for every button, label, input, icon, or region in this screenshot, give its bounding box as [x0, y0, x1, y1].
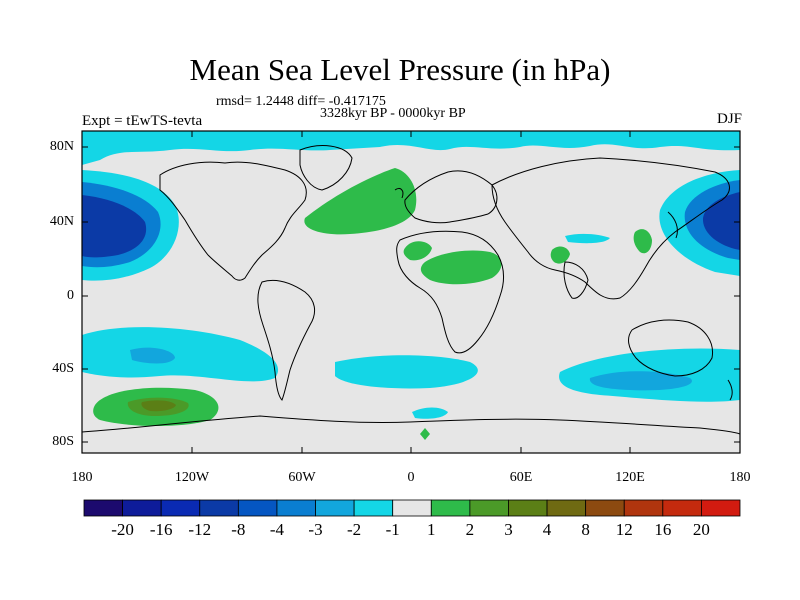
lon-label-120w: 120W — [174, 470, 210, 485]
colorbar-label: -4 — [269, 520, 285, 539]
antarctic-positive-spot — [420, 428, 430, 440]
arctic-negative-anomaly — [82, 131, 740, 165]
japan-coast — [667, 211, 678, 239]
uk-coast — [394, 187, 404, 199]
colorbar-swatch — [469, 499, 509, 517]
colorbar-swatch — [392, 499, 432, 517]
north-atlantic-positive — [304, 168, 417, 235]
colorbar-label: -1 — [385, 520, 400, 539]
colorbar-swatch — [623, 499, 664, 517]
colorbar-swatch — [237, 499, 278, 517]
lat-label-40n: 40N — [49, 214, 74, 229]
south-pacific-positive-center — [141, 400, 176, 412]
lon-label-180-right: 180 — [729, 470, 751, 485]
colorbar-label: 20 — [692, 520, 710, 539]
lon-label-120e: 120E — [615, 470, 645, 485]
colorbar-label: -3 — [308, 520, 323, 539]
colorbar-label: -20 — [111, 520, 134, 539]
greenland-coast — [299, 145, 353, 191]
coastlines — [82, 145, 740, 435]
lon-label-60e: 60E — [509, 470, 533, 485]
india-coast — [563, 261, 589, 299]
colorbar-swatch — [122, 499, 162, 517]
north-america-coast — [159, 161, 307, 281]
south-america-coast — [257, 279, 316, 401]
lat-label-0: 0 — [67, 288, 74, 303]
southern-ocean-band-west-core — [130, 347, 175, 364]
colorbar-label: 1 — [427, 520, 436, 539]
antarctic-negative — [412, 407, 448, 419]
colorbar-label: 2 — [465, 520, 475, 539]
colorbar-swatch — [83, 499, 123, 517]
lon-label-60w: 60W — [288, 470, 316, 485]
antarctica-coast — [82, 415, 740, 435]
experiment-label: Expt = tEwTS-tevta — [82, 113, 203, 129]
time-period-label: 3328kyr BP - 0000kyr BP — [320, 106, 466, 121]
colorbar-swatch — [353, 499, 394, 517]
lat-label-40s: 40S — [52, 361, 74, 376]
colorbar-swatch — [546, 499, 587, 517]
lat-label-80n: 80N — [49, 139, 74, 154]
colorbar-label: 3 — [504, 520, 513, 539]
colorbar-swatch — [199, 499, 239, 517]
indian-ocean-band-core — [589, 371, 692, 391]
colorbar-label: -16 — [149, 520, 173, 539]
africa-coast — [396, 230, 504, 354]
colorbar-swatch — [585, 499, 625, 517]
colorbar-swatch — [430, 499, 471, 517]
colorbar-label: 8 — [581, 520, 590, 539]
north-pacific-low-west-core2 — [82, 195, 147, 258]
europe-coast — [404, 170, 498, 224]
rmsd-diff-stats: rmsd= 1.2448 diff= -0.417175 — [216, 94, 386, 109]
colorbar-label: 16 — [654, 520, 672, 539]
colorbar-label: 12 — [615, 520, 633, 539]
colorbar-swatch — [508, 499, 548, 517]
southern-ocean-band-west — [82, 327, 279, 382]
lon-label-0: 0 — [407, 470, 415, 485]
asia-coast — [491, 157, 730, 300]
colorbar-swatch — [701, 499, 741, 517]
lon-label-180-left: 180 — [71, 470, 93, 485]
colorbar-label: -8 — [231, 520, 246, 539]
axis-ticks — [81, 131, 741, 453]
tibet-negative — [565, 233, 610, 244]
south-atlantic-band — [335, 355, 478, 389]
colorbar-swatch — [315, 499, 355, 517]
lat-label-80s: 80S — [52, 434, 74, 449]
sahara-positive — [403, 241, 432, 261]
anomaly-field — [82, 131, 740, 453]
colorbar-swatch — [276, 499, 316, 517]
china-positive — [633, 229, 652, 254]
colorbar-swatch — [662, 499, 702, 517]
colorbar-label: 4 — [542, 520, 552, 539]
africa-middle-east-positive — [420, 250, 502, 285]
colorbar-swatch — [160, 499, 201, 517]
new-zealand-coast — [727, 379, 733, 401]
colorbar-label: -12 — [188, 520, 212, 539]
australia-coast — [628, 319, 714, 377]
plot-title: Mean Sea Level Pressure (in hPa) — [189, 52, 611, 87]
colorbar-label: -2 — [347, 520, 362, 539]
season-label: DJF — [716, 111, 742, 127]
arabia-positive — [550, 246, 570, 264]
